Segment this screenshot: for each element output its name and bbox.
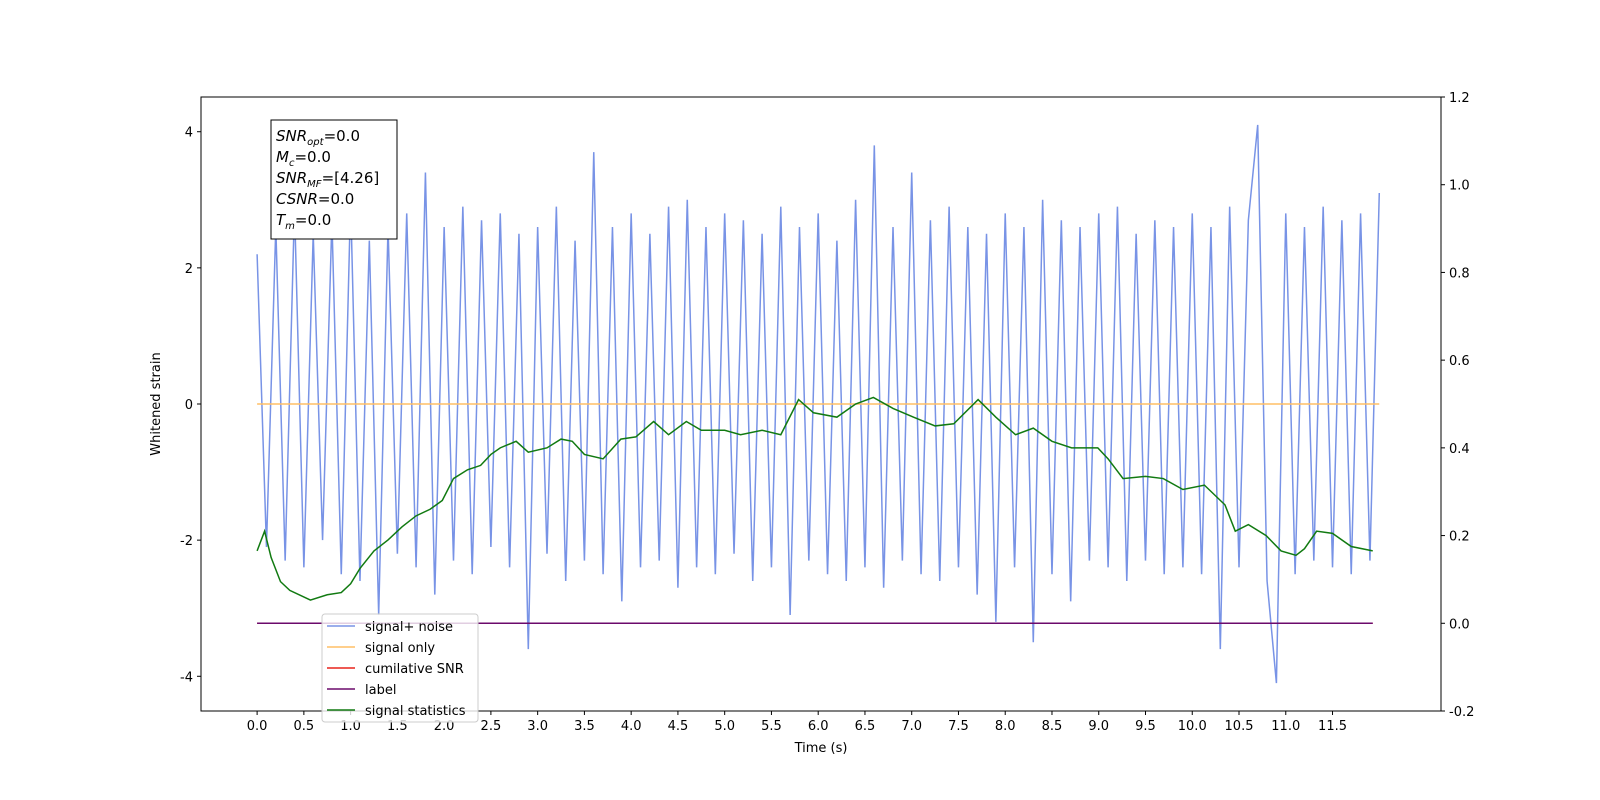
x-tick-label: 10.5 xyxy=(1225,719,1254,734)
legend-label: signal statistics xyxy=(365,704,466,719)
annotation-value: =0.0 xyxy=(294,148,330,166)
y2-tick-label: 0.6 xyxy=(1449,354,1470,369)
series-line xyxy=(256,396,1373,601)
annotation-value: =0.0 xyxy=(318,190,354,208)
y2-tick-label: 0.2 xyxy=(1449,530,1470,545)
series-line xyxy=(256,124,1381,684)
annotation-subscript: opt xyxy=(307,137,324,148)
annotation-value: =0.0 xyxy=(324,127,360,145)
annotation-line: Mc=0.0 xyxy=(276,148,331,169)
x-tick-label: 9.0 xyxy=(1088,719,1109,734)
annotation-symbol: CSNR xyxy=(276,190,318,208)
x-tick-label: 1.5 xyxy=(387,719,408,734)
legend-label: label xyxy=(365,683,396,698)
x-tick-label: 1.0 xyxy=(340,719,361,734)
legend-box xyxy=(321,613,479,723)
annotation-line: Tm=0.0 xyxy=(276,211,331,232)
annotation-box xyxy=(270,119,398,240)
x-tick-label: 6.0 xyxy=(808,719,829,734)
y2-tick-label: 0.0 xyxy=(1449,617,1470,632)
x-tick-label: 11.5 xyxy=(1318,719,1347,734)
annotation-symbol: SNR xyxy=(276,169,307,187)
x-tick-label: 8.5 xyxy=(1042,719,1063,734)
y2-tick-label: 0.8 xyxy=(1449,266,1470,281)
x-tick-label: 7.5 xyxy=(948,719,969,734)
x-tick-label: 0.0 xyxy=(247,719,268,734)
x-tick-label: 7.0 xyxy=(901,719,922,734)
y-tick-label: -2 xyxy=(180,534,193,549)
y-axis-label: Whitened strain xyxy=(149,352,164,455)
x-tick-label: 5.5 xyxy=(761,719,782,734)
x-tick-label: 2.0 xyxy=(434,719,455,734)
annotation-line: CSNR=0.0 xyxy=(276,190,354,208)
x-tick-label: 5.0 xyxy=(714,719,735,734)
annotation-value: =0.0 xyxy=(295,211,331,229)
x-tick-label: 10.0 xyxy=(1178,719,1207,734)
y-tick-label: 2 xyxy=(185,262,193,277)
x-tick-label: 6.5 xyxy=(855,719,876,734)
annotation-line: SNRopt=0.0 xyxy=(276,127,360,148)
x-tick-label: 3.0 xyxy=(527,719,548,734)
x-tick-label: 8.0 xyxy=(995,719,1016,734)
y2-tick-label: -0.2 xyxy=(1449,705,1474,720)
annotation-subscript: MF xyxy=(307,179,322,190)
x-tick-label: 4.5 xyxy=(668,719,689,734)
x-tick-label: 9.5 xyxy=(1135,719,1156,734)
x-tick-label: 11.0 xyxy=(1271,719,1300,734)
annotation-line: SNRMF=[4.26] xyxy=(276,169,379,190)
y2-tick-label: 0.4 xyxy=(1449,442,1470,457)
annotation-subscript: m xyxy=(285,221,295,232)
legend-label: signal+ noise xyxy=(365,620,453,635)
legend-label: signal only xyxy=(365,641,435,656)
y-tick-label: 0 xyxy=(185,398,193,413)
annotation-subscript: c xyxy=(289,158,295,169)
x-tick-label: 3.5 xyxy=(574,719,595,734)
annotation-symbol: T xyxy=(276,211,287,229)
annotation-symbol: SNR xyxy=(276,127,307,145)
x-tick-label: 0.5 xyxy=(294,719,315,734)
x-tick-label: 2.5 xyxy=(481,719,502,734)
annotation-symbol: M xyxy=(276,148,289,166)
y2-tick-label: 1.2 xyxy=(1449,91,1470,106)
x-axis-label: Time (s) xyxy=(794,741,848,756)
annotation-value: =[4.26] xyxy=(322,169,380,187)
y-tick-label: -4 xyxy=(180,670,193,685)
y2-tick-label: 1.0 xyxy=(1449,179,1470,194)
x-tick-label: 4.0 xyxy=(621,719,642,734)
legend-label: cumilative SNR xyxy=(365,662,464,677)
y-tick-label: 4 xyxy=(185,126,193,141)
